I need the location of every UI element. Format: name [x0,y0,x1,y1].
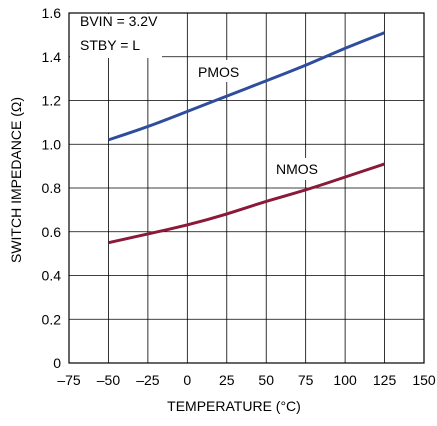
x-tick-label: 125 [373,372,397,388]
series-label-pmos: PMOS [198,64,239,80]
y-tick-label: 0.4 [42,268,62,284]
annotation-box: BVIN = 3.2V STBY = L [70,13,162,58]
y-tick-label: 0 [53,355,61,371]
plot-frame [68,12,425,364]
x-tick-label: –50 [97,372,121,388]
plot-border [68,12,425,364]
x-tick-label: 100 [333,372,357,388]
x-tick-label: 25 [219,372,235,388]
series-line-nmos [108,162,386,245]
y-tick-label: 0.8 [42,180,62,196]
series-label-pmos-group: PMOS [192,60,252,82]
annotation-bvin: BVIN = 3.2V [80,13,158,29]
annotation-stby: STBY = L [80,37,140,53]
y-axis-title: SWITCH IMPEDANCE (Ω) [8,97,24,263]
y-tick-label: 1.6 [42,5,62,21]
y-tick-label: 0.2 [42,311,62,327]
y-tick-label: 1.2 [42,93,62,109]
y-tick-label: 1.4 [42,49,62,65]
y-tick-label: 0.6 [42,224,62,240]
series-label-nmos: NMOS [276,161,318,177]
x-tick-label: –25 [136,372,160,388]
tick-labels: –75 –50 –25 0 25 50 75 100 125 150 0 0.2 0.4 0.6 0.8 1.… [42,5,436,388]
x-tick-label: 50 [258,372,274,388]
x-tick-label: 0 [183,372,191,388]
series-line-pmos [107,31,386,142]
x-tick-label: 75 [298,372,314,388]
series-label-nmos-group: NMOS [270,158,330,180]
x-tick-label: 150 [412,372,436,388]
x-tick-label: –75 [57,372,81,388]
series-lines [107,31,386,245]
x-axis-title: TEMPERATURE (°C) [167,398,301,414]
y-tick-label: 1.0 [42,136,62,152]
